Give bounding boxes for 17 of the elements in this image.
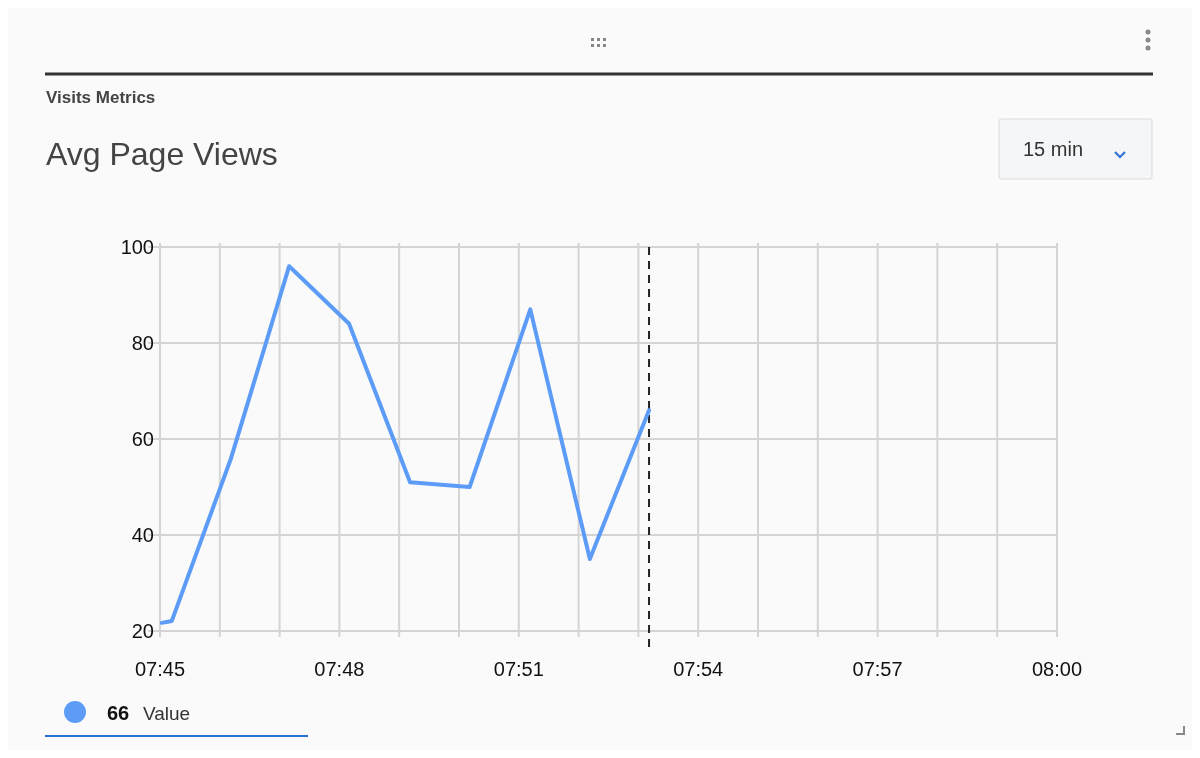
chart-subtitle: Visits Metrics bbox=[46, 88, 156, 107]
text: Value bbox=[143, 703, 191, 724]
x-tick-label: 07:48 bbox=[314, 658, 365, 680]
line-series bbox=[159, 264, 652, 625]
x-tick-label: 07:51 bbox=[493, 658, 544, 680]
text: 15 min bbox=[1023, 138, 1084, 160]
y-tick-label: 20 bbox=[131, 620, 154, 642]
x-tick-label: 08:00 bbox=[1031, 658, 1083, 680]
text: 66 bbox=[107, 702, 130, 724]
y-tick-label: 40 bbox=[131, 524, 154, 546]
chart-title: Avg Page Views bbox=[46, 136, 278, 172]
x-tick-label: 07:54 bbox=[673, 658, 724, 680]
y-tick-label: 60 bbox=[131, 428, 154, 450]
x-tick-label: 07:45 bbox=[134, 658, 186, 680]
y-tick-label: 100 bbox=[120, 236, 154, 258]
y-tick-label: 80 bbox=[131, 332, 154, 354]
x-tick-label: 07:57 bbox=[852, 658, 903, 680]
